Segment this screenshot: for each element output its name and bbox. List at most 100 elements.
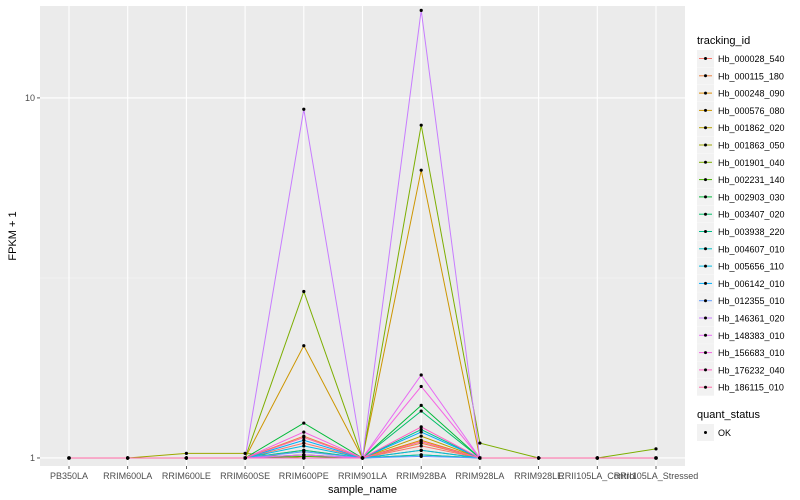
legend-label: Hb_001862_020 <box>718 123 785 133</box>
shape-legend-point <box>704 431 707 434</box>
legend-label: Hb_000028_540 <box>718 54 785 64</box>
legend-label: Hb_003938_220 <box>718 227 785 237</box>
x-tick-label: RRIM928LA <box>455 471 504 481</box>
legend-item: Hb_176232_040 <box>697 361 785 379</box>
legend-label: Hb_148383_010 <box>718 331 785 341</box>
legend-item: Hb_001863_050 <box>697 136 785 154</box>
legend-label: Hb_002903_030 <box>718 192 785 202</box>
data-point <box>302 456 306 460</box>
data-point <box>537 456 541 460</box>
data-point <box>478 441 482 445</box>
data-point <box>184 451 188 455</box>
legend-item: Hb_006142_010 <box>697 274 785 292</box>
legend-item: Hb_156683_010 <box>697 344 785 362</box>
legend-label: Hb_012355_010 <box>718 296 785 306</box>
data-point <box>419 384 423 389</box>
legend-key-point <box>704 143 707 147</box>
data-point <box>67 456 71 460</box>
x-axis-ticks: PB350LA RRIM600LA RRIM600LE RRIM600SE RRIM60… <box>50 466 698 481</box>
data-point <box>302 344 306 348</box>
legend-key-point <box>704 126 707 130</box>
y-tick-label: 1 <box>30 453 35 463</box>
data-point <box>654 447 658 451</box>
legend-item: Hb_000115_180 <box>697 67 784 85</box>
data-point <box>419 444 423 448</box>
data-point <box>302 450 306 454</box>
data-point <box>302 441 306 445</box>
legend-item: Hb_002231_140 <box>697 171 785 189</box>
x-tick-label: RRIM600PE <box>279 471 329 481</box>
x-tick-label: RRIM600LA <box>103 471 152 481</box>
legend-label: Hb_003407_020 <box>718 210 785 220</box>
legend-label: Hb_002231_140 <box>718 175 785 185</box>
y-axis-title: FPKM + 1 <box>7 211 19 260</box>
legend-label: Hb_000248_090 <box>718 89 785 99</box>
legend-item: Hb_003407_020 <box>697 205 785 223</box>
data-point <box>478 456 482 460</box>
legend-item: Hb_001862_020 <box>697 119 785 137</box>
shape-legend-label: OK <box>718 428 731 438</box>
data-point <box>419 168 423 172</box>
legend-label: Hb_186115_010 <box>718 383 784 393</box>
legend-key-point <box>704 195 707 199</box>
x-tick-label: RRIM600LE <box>162 471 211 481</box>
data-point <box>302 435 306 440</box>
legend-key-point <box>704 74 707 78</box>
legend-item: Hb_012355_010 <box>697 292 785 310</box>
legend-key-point <box>704 281 707 285</box>
y-axis-ticks: 1 10 <box>25 93 40 463</box>
data-point <box>419 454 423 459</box>
x-tick-label: RRIM901LA <box>338 471 387 481</box>
legend-item: Hb_148383_010 <box>697 326 785 344</box>
x-tick-label: RRIM928LE <box>514 471 563 481</box>
legend-items: Hb_000028_540 Hb_000115_180 Hb_000248_090 H… <box>697 50 785 396</box>
data-point <box>302 453 306 457</box>
data-point <box>419 123 423 127</box>
legend-key-point <box>704 160 707 164</box>
legend-item: Hb_002903_030 <box>697 188 785 206</box>
x-tick-label: RRIM928BA <box>396 471 446 481</box>
legend-item: Hb_000248_090 <box>697 84 785 102</box>
data-point <box>243 451 247 455</box>
legend-label: Hb_006142_010 <box>718 279 785 289</box>
x-tick-label: RRIM600SE <box>220 471 270 481</box>
legend-key-point <box>704 368 707 372</box>
data-point <box>302 438 306 442</box>
legend-key-point <box>704 57 707 60</box>
legend-item: Hb_005656_110 <box>697 257 784 275</box>
legend-key-point <box>704 264 707 268</box>
legend-key-point <box>704 316 707 320</box>
data-point <box>419 409 423 413</box>
x-tick-label: RRII105LA_Control <box>558 471 636 481</box>
legend-label: Hb_004607_010 <box>718 244 785 254</box>
legend: tracking_id Hb_000028_540Hb_000115_180Hb… <box>697 35 785 441</box>
data-point <box>302 430 306 434</box>
legend-key-point <box>704 108 707 112</box>
legend-label: Hb_176232_040 <box>718 365 785 375</box>
legend-item: Hb_001901_040 <box>697 153 785 171</box>
legend-label: Hb_000115_180 <box>718 71 784 81</box>
legend-key-point <box>704 91 707 95</box>
data-point <box>302 444 306 448</box>
legend-key-point <box>704 385 707 389</box>
data-point <box>419 434 423 438</box>
legend-key-point <box>704 333 707 337</box>
data-point <box>184 456 188 460</box>
data-point <box>419 8 423 13</box>
legend-key-point <box>704 230 707 233</box>
legend-label: Hb_005656_110 <box>718 262 784 272</box>
data-point <box>302 421 306 425</box>
data-point <box>419 427 423 432</box>
legend-item: Hb_186115_010 <box>697 378 784 396</box>
legend-item: Hb_000576_080 <box>697 101 785 119</box>
data-point <box>302 289 306 294</box>
legend-key-point <box>704 351 707 355</box>
data-point <box>243 456 247 460</box>
y-tick-label: 10 <box>25 93 35 103</box>
shape-legend-title: quant_status <box>697 409 760 421</box>
data-point <box>419 430 423 434</box>
legend-label: Hb_001863_050 <box>718 141 785 151</box>
legend-label: Hb_156683_010 <box>718 348 785 358</box>
series-points <box>67 8 658 460</box>
